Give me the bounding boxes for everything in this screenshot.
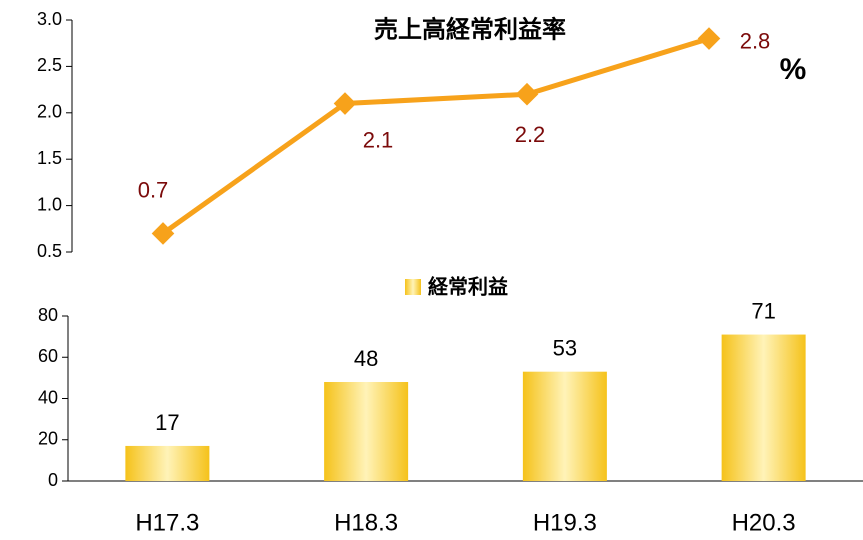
y-tick-label: 2.5: [37, 55, 62, 75]
value-label: 48: [354, 346, 378, 371]
value-label: 0.7: [138, 177, 169, 202]
bar: [721, 334, 806, 481]
chart-title: 売上高経常利益率: [374, 15, 566, 43]
y-tick-label: 1.0: [37, 194, 62, 214]
value-label: 2.2: [515, 122, 546, 147]
y-tick-label: 40: [38, 387, 58, 407]
x-tick-label: H18.3: [334, 509, 398, 536]
y-tick-label: 60: [38, 346, 58, 366]
unit-label: %: [780, 53, 807, 86]
legend-label: 経常利益: [428, 274, 508, 298]
y-tick-label: 1.5: [37, 148, 62, 168]
y-tick-label: 2.0: [37, 102, 62, 122]
marker: [697, 27, 721, 50]
x-tick-label: H17.3: [135, 509, 199, 536]
line: [161, 36, 710, 236]
value-label: 2.1: [363, 127, 394, 152]
legend-swatch: [405, 279, 421, 295]
x-tick-label: H19.3: [533, 509, 597, 536]
bar: [324, 382, 409, 481]
value-label: 71: [751, 298, 775, 323]
x-tick-label: H20.3: [732, 509, 796, 536]
bar: [125, 445, 210, 481]
value-label: 2.8: [740, 28, 771, 53]
y-tick-label: 20: [38, 429, 58, 449]
y-tick-label: 80: [38, 305, 58, 325]
bar: [522, 371, 607, 481]
marker: [515, 82, 539, 106]
value-label: 17: [155, 410, 179, 435]
y-tick-label: 0: [48, 470, 58, 490]
marker: [333, 92, 357, 115]
y-tick-label: 3.0: [37, 9, 62, 29]
y-tick-label: 0.5: [37, 241, 62, 261]
value-label: 53: [553, 336, 577, 361]
